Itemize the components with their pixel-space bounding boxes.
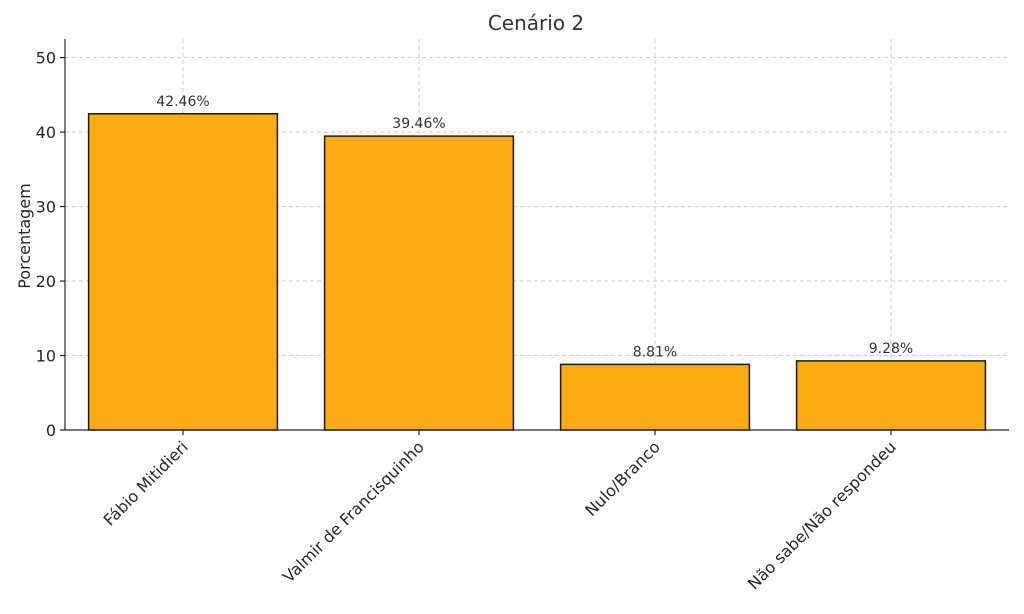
bar <box>323 135 515 431</box>
y-tick-label: 10 <box>36 347 56 366</box>
bar-value-label: 42.46% <box>156 94 209 110</box>
x-tick-label: Valmir de Francisquinho <box>279 437 428 586</box>
y-axis-label: Porcentagem <box>15 183 34 289</box>
y-tick-label: 0 <box>46 421 56 440</box>
bars <box>87 113 987 431</box>
y-tick-label: 20 <box>36 272 56 291</box>
x-tick-label: Nulo/Branco <box>581 437 664 520</box>
axes <box>64 39 1009 431</box>
chart-title: Cenário 2 <box>488 11 584 35</box>
bar-value-label: 9.28% <box>869 341 913 357</box>
x-ticks: Fábio Mitidieri Valmir de Francisquinho Nu… <box>100 430 900 593</box>
bar-value-label: 8.81% <box>633 344 677 360</box>
bar <box>559 363 751 431</box>
bar-value-label: 39.46% <box>392 116 445 132</box>
x-tick-label: Fábio Mitidieri <box>100 437 192 529</box>
y-ticks: 0 10 20 30 40 50 <box>36 49 65 440</box>
y-tick-label: 30 <box>36 198 56 217</box>
bar <box>795 360 987 431</box>
x-tick-label: Não sabe/Não respondeu <box>744 437 900 593</box>
y-tick-label: 40 <box>36 123 56 142</box>
bar <box>87 113 279 431</box>
y-tick-label: 50 <box>36 49 56 68</box>
data-labels: 42.46% 39.46% 8.81% 9.28% <box>156 94 913 361</box>
